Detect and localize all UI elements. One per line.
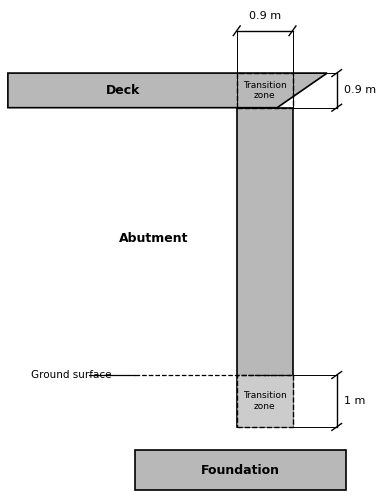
Text: 0.9 m: 0.9 m [249, 11, 281, 21]
Bar [237, 108, 293, 427]
Text: 0.9 m: 0.9 m [344, 86, 376, 96]
Polygon shape [8, 73, 327, 108]
Bar [237, 375, 293, 427]
Bar [135, 450, 346, 490]
Text: Abutment: Abutment [119, 232, 189, 245]
Polygon shape [192, 73, 277, 108]
Text: Transition
zone: Transition zone [243, 80, 286, 100]
Text: 1 m: 1 m [344, 396, 365, 406]
Text: Transition
zone: Transition zone [243, 392, 286, 410]
Text: Ground surface: Ground surface [31, 370, 112, 380]
Bar [237, 73, 293, 108]
Text: Deck: Deck [106, 84, 141, 97]
Text: Foundation: Foundation [201, 464, 280, 477]
